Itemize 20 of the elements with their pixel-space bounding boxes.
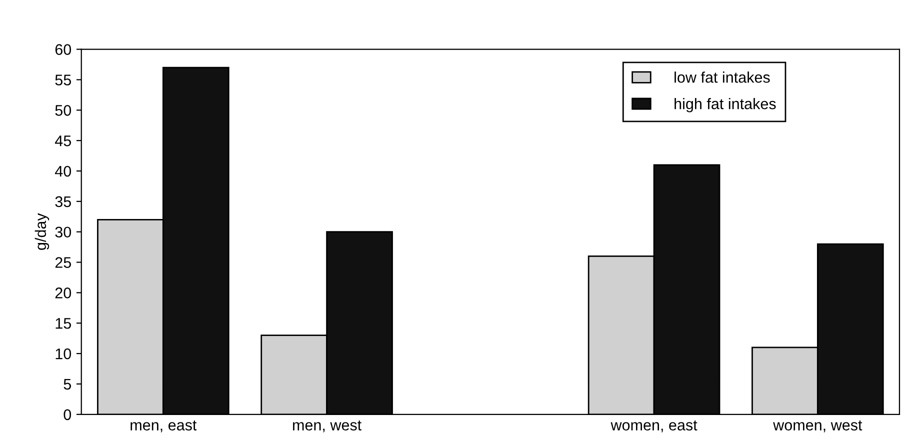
y-axis-title: g/day bbox=[34, 213, 50, 250]
y-tick-label: 45 bbox=[54, 136, 71, 146]
y-tick-label: 0 bbox=[64, 409, 72, 420]
y-tick-label: 25 bbox=[55, 257, 71, 268]
y-tick-label: 60 bbox=[55, 44, 72, 55]
legend-label: high fat intakes bbox=[674, 98, 776, 112]
y-tick-label: 5 bbox=[64, 379, 71, 390]
y-tick-label: 55 bbox=[55, 74, 71, 86]
y-tick-label: 15 bbox=[56, 318, 71, 329]
x-tick-label: women, east bbox=[610, 420, 698, 432]
x-tick-label: men, east bbox=[130, 420, 197, 432]
y-tick-label: 10 bbox=[56, 348, 72, 360]
y-tick-label: 20 bbox=[55, 288, 72, 298]
y-tick-label: 50 bbox=[55, 105, 72, 116]
legend-label: low fat intakes bbox=[674, 72, 770, 83]
x-tick-label: women, west bbox=[773, 420, 862, 432]
y-tick-label: 35 bbox=[55, 196, 71, 208]
y-tick-label: 30 bbox=[55, 226, 72, 238]
x-tick-label: men, west bbox=[293, 420, 362, 432]
y-tick-label: 40 bbox=[54, 166, 72, 177]
